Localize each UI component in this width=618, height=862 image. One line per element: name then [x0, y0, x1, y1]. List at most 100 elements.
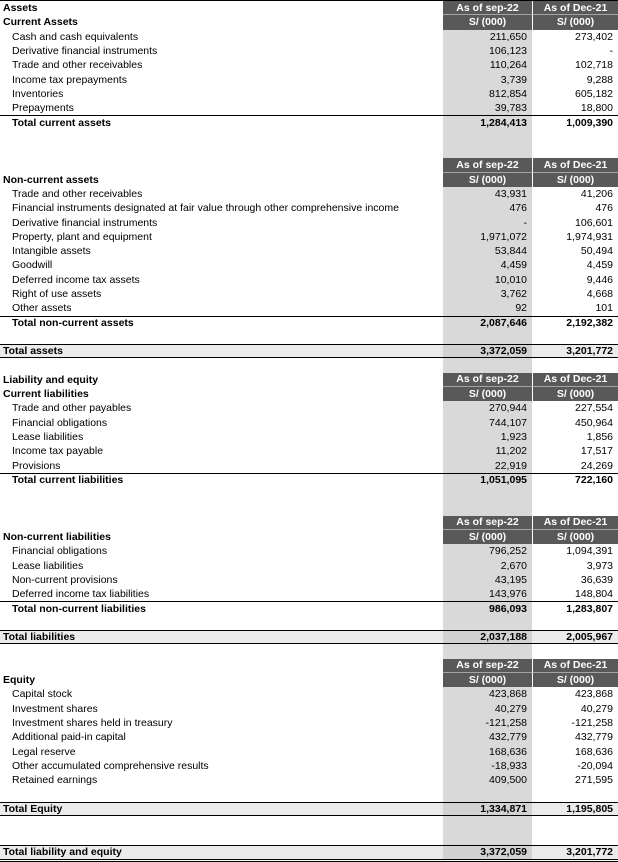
value-dec21: 271,595 [575, 774, 613, 787]
section-header-row: Current Assets S/ (000) S/ (000) [0, 15, 618, 30]
row-label: Other accumulated comprehensive results [12, 759, 209, 772]
unit-header-period-1: S/ (000) [443, 672, 532, 688]
value-sep22: 3,372,059 [443, 845, 532, 859]
value-sep22: 106,123 [443, 43, 532, 59]
row-label [0, 130, 443, 159]
value-sep22 [443, 815, 532, 845]
value-sep22: 211,650 [443, 29, 532, 44]
row-label [0, 516, 443, 530]
line-item-row: Investment shares 40,279 40,279 [0, 701, 618, 716]
value-dec21: 9,288 [586, 73, 613, 86]
row-label: Assets [3, 2, 38, 15]
value-sep22 [443, 329, 532, 345]
unit-header-period-1: S/ (000) [443, 529, 532, 545]
column-header-period-2: As of Dec-21 [532, 158, 618, 173]
value-sep22 [443, 644, 532, 659]
row-label: Equity [3, 674, 36, 687]
value-sep22: 3,762 [443, 286, 532, 302]
line-item-row: Income tax prepayments 3,739 9,288 [0, 72, 618, 87]
row-label: Financial instruments designated at fair… [12, 202, 399, 215]
value-dec21: 273,402 [575, 30, 613, 43]
line-item-row: Right of use assets 3,762 4,668 [0, 286, 618, 302]
row-label: Total non-current assets [12, 317, 134, 330]
unit-header-period-2: S/ (000) [532, 15, 618, 30]
row-label: Legal reserve [12, 745, 76, 758]
value-sep22: -121,258 [443, 715, 532, 731]
value-sep22: 143,976 [443, 587, 532, 602]
value-dec21: 168,636 [575, 745, 613, 758]
row-label: Trade and other receivables [12, 188, 143, 200]
spacer-row [0, 129, 618, 159]
value-sep22: 10,010 [443, 272, 532, 287]
value-dec21 [532, 616, 618, 630]
line-item-row: Other assets 92 101 [0, 301, 618, 316]
row-label: Total assets [0, 345, 443, 358]
spacer-row [0, 787, 618, 802]
line-item-row: Retained earnings 409,500 271,595 [0, 773, 618, 788]
value-sep22: 1,923 [443, 429, 532, 445]
line-item-row: Financial instruments designated at fair… [0, 201, 618, 216]
value-dec21: - [609, 45, 614, 58]
value-dec21: 1,856 [586, 431, 613, 444]
row-label: Other assets [12, 302, 72, 315]
row-label: Right of use assets [12, 288, 102, 301]
value-sep22: 3,739 [443, 72, 532, 87]
row-label: Deferred income tax assets [12, 273, 140, 286]
value-dec21: 450,964 [575, 416, 613, 429]
row-label: Current liabilities [3, 388, 89, 401]
value-dec21: 4,459 [586, 259, 613, 272]
value-dec21: 476 [595, 202, 613, 215]
row-label [0, 616, 443, 630]
value-dec21: 41,206 [580, 188, 613, 200]
row-label: Retained earnings [12, 774, 98, 787]
unit-header-period-2: S/ (000) [532, 172, 618, 187]
value-sep22: 92 [443, 301, 532, 316]
unit-header-period-1: S/ (000) [443, 387, 532, 402]
value-sep22: 4,459 [443, 258, 532, 273]
line-item-row: Property, plant and equipment 1,971,072 1,… [0, 229, 618, 245]
line-item-row: Inventories 812,854 605,182 [0, 86, 618, 102]
line-item-row: Non-current provisions 43,195 36,639 [0, 572, 618, 588]
value-sep22: 3,372,059 [443, 345, 532, 358]
value-sep22: 1,284,413 [443, 116, 532, 130]
spacer-row [0, 815, 618, 845]
line-item-row: Additional paid-in capital 432,779 432,779 [0, 730, 618, 745]
column-header-row: As of sep-22 As of Dec-21 [0, 158, 618, 173]
line-item-row: Capital stock 423,868 423,868 [0, 687, 618, 702]
line-item-row: Deferred income tax assets 10,010 9,446 [0, 272, 618, 287]
row-label: Income tax prepayments [12, 73, 127, 86]
row-label: Inventories [12, 87, 64, 100]
value-sep22: 1,334,871 [443, 802, 532, 815]
column-header-period-1: As of sep-22 [443, 372, 532, 388]
value-dec21: 3,201,772 [532, 845, 618, 859]
line-item-row: Intangible assets 53,844 50,494 [0, 244, 618, 259]
value-dec21 [532, 358, 618, 372]
unit-header-period-2: S/ (000) [532, 387, 618, 402]
row-label: Additional paid-in capital [12, 731, 126, 744]
row-label: Total current assets [12, 117, 112, 130]
value-sep22: 11,202 [443, 444, 532, 459]
row-label: Total non-current liabilities [12, 603, 146, 616]
line-item-row: Income tax payable 11,202 17,517 [0, 444, 618, 459]
value-sep22: 432,779 [443, 730, 532, 745]
value-dec21: 722,160 [575, 474, 613, 487]
value-dec21: 3,973 [586, 559, 613, 572]
value-sep22: 39,783 [443, 101, 532, 116]
row-label [0, 659, 443, 673]
value-dec21: 3,201,772 [532, 345, 618, 358]
line-item-row: Lease liabilities 1,923 1,856 [0, 429, 618, 445]
value-dec21 [532, 816, 618, 845]
row-label: Investment shares [12, 702, 98, 715]
line-item-row: Prepayments 39,783 18,800 [0, 101, 618, 116]
line-item-row: Trade and other receivables 110,264 102,71… [0, 58, 618, 73]
line-item-row: Derivative financial instruments 106,123 - [0, 43, 618, 59]
value-sep22: - [443, 215, 532, 230]
row-label: Property, plant and equipment [12, 230, 152, 243]
line-item-row: Provisions 22,919 24,269 [0, 458, 618, 473]
value-dec21: 148,804 [575, 588, 613, 601]
row-label [0, 644, 443, 658]
row-label: Lease liabilities [12, 559, 84, 572]
spacer-row [0, 329, 618, 345]
row-label: Provisions [12, 459, 61, 472]
row-label: Financial obligations [12, 416, 108, 429]
